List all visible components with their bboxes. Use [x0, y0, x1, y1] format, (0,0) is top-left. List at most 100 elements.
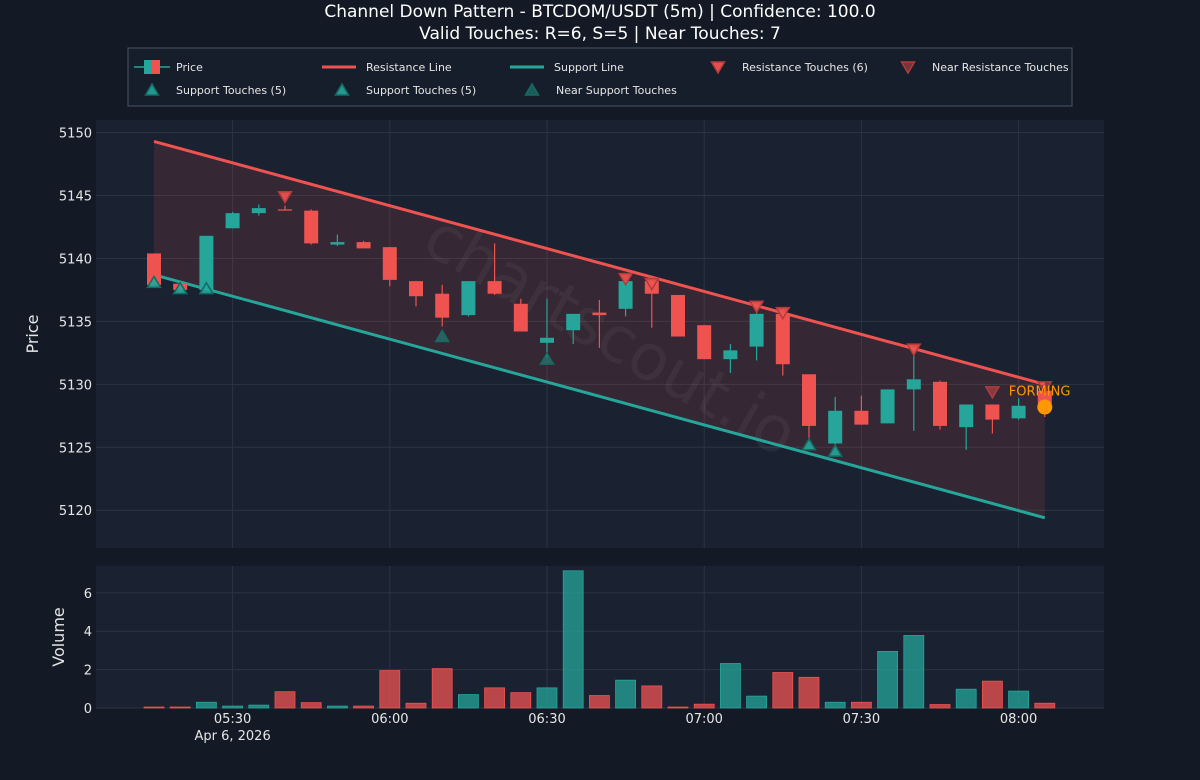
resistance-touch-marker [643, 277, 660, 292]
touch-markers: FORMING [146, 191, 1071, 457]
candle [959, 404, 974, 450]
candle-body [382, 247, 397, 280]
legend-label: Resistance Line [366, 61, 452, 74]
resistance-touch-marker [277, 191, 293, 205]
candle [671, 294, 685, 337]
price-tick-label: 5125 [59, 441, 92, 456]
legend-label: Support Touches (5) [176, 84, 286, 97]
candle-body [199, 235, 214, 290]
candle [1011, 398, 1026, 420]
volume-bar [982, 680, 1003, 709]
legend-triangle-down-icon [710, 61, 726, 75]
candle-body [802, 374, 816, 426]
legend-item: Near Resistance Touches [900, 61, 1069, 75]
resistance-line [153, 139, 1046, 386]
candle [933, 380, 947, 430]
volume-bar [746, 695, 767, 709]
volume-bar [195, 701, 217, 709]
legend-item: Price [134, 60, 203, 74]
volume-bar [641, 685, 663, 709]
volume-bar [720, 663, 741, 709]
candle-body [959, 404, 974, 428]
legend-item: Support Touches (5) [334, 82, 476, 97]
candle-body [513, 303, 528, 332]
candle-body [854, 410, 869, 425]
price-tick-label: 5150 [59, 127, 92, 142]
forming-label: FORMING [1009, 384, 1071, 399]
volume-bar [1008, 690, 1029, 709]
volume-bar [877, 650, 898, 709]
support-touch-marker [172, 281, 189, 295]
candle-body [147, 253, 161, 285]
volume-bar [326, 705, 348, 709]
support-touch-marker [146, 274, 162, 289]
forming-point [1037, 399, 1053, 415]
candle-body [540, 337, 554, 343]
x-tick-label: 05:30 [214, 712, 251, 727]
candle-body [697, 325, 712, 360]
candle-body [278, 209, 292, 211]
candle [723, 344, 738, 374]
candle-body [906, 379, 921, 390]
candle-body [618, 281, 633, 309]
legend-triangle-down-icon [900, 61, 916, 75]
legend-label: Support Touches (5) [366, 84, 476, 97]
legend-item: Resistance Line [322, 61, 452, 74]
candle [225, 211, 240, 229]
near-resistance-touch-marker [1036, 381, 1053, 395]
volume-bar [222, 705, 244, 709]
near-resistance-touch-marker [984, 386, 1001, 400]
volume-axis-label: Volume [49, 607, 68, 667]
price-tick-label: 5140 [59, 252, 92, 267]
candle [854, 395, 869, 425]
volume-tick-label: 0 [84, 702, 92, 717]
candle [985, 404, 1000, 434]
candle [330, 234, 345, 246]
candle-body [409, 281, 423, 297]
volume-bar [615, 679, 636, 709]
candle [461, 281, 476, 317]
legend-label: Near Support Touches [556, 84, 677, 97]
price-axis-label: Price [23, 314, 42, 353]
x-tick-label: 06:00 [371, 712, 408, 727]
legend-triangle-up-icon [144, 82, 160, 96]
candle [382, 247, 397, 287]
candle-body [671, 294, 685, 337]
candle [749, 310, 764, 361]
candle [435, 284, 450, 327]
price-tick-label: 5135 [59, 315, 92, 330]
volume-bar [1034, 702, 1056, 709]
volume-bar [405, 702, 427, 709]
candle [828, 396, 843, 449]
x-tick-label: 07:00 [685, 712, 722, 727]
price-tick-label: 5120 [59, 504, 92, 519]
volume-bar [536, 687, 558, 709]
legend-label: Resistance Touches (6) [742, 61, 868, 74]
volume-bar [589, 695, 610, 709]
legend-item: Resistance Touches (6) [710, 61, 868, 75]
x-tick-label: 07:30 [843, 712, 880, 727]
candle-body [435, 293, 450, 318]
candle [880, 389, 895, 424]
price-tick-label: 5145 [59, 190, 92, 205]
candle-body [592, 312, 607, 316]
candle-body [330, 242, 345, 245]
candle-body [985, 404, 1000, 420]
volume-panel [96, 566, 1104, 708]
candle-body [1011, 405, 1026, 419]
candle-body [775, 313, 790, 365]
resistance-touch-marker [905, 343, 922, 357]
candle [802, 374, 816, 439]
legend-item: Support Line [510, 61, 624, 74]
volume-bar [248, 704, 270, 709]
x-axis: 05:30 06:00 06:30 07:00 07:30 08:00 [214, 712, 1037, 727]
legend-candle-icon [144, 60, 152, 74]
legend: Price Resistance Line Support Line Resistan… [127, 47, 1073, 107]
volume-axis: 0 2 4 6 [84, 587, 92, 717]
x-axis-date-label: Apr 6, 2026 [194, 729, 270, 744]
candle-body [566, 313, 581, 331]
near-support-touch-marker [434, 329, 451, 343]
legend-label: Near Resistance Touches [932, 61, 1069, 74]
candle-body [933, 381, 947, 426]
